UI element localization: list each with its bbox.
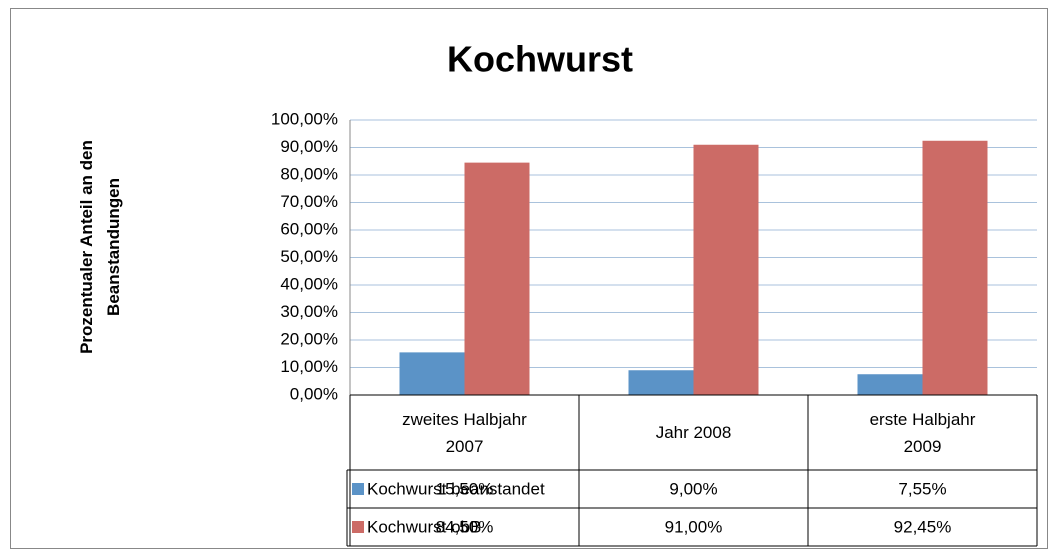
y-tick-label: 20,00% <box>280 329 338 348</box>
y-tick-label: 40,00% <box>280 274 338 293</box>
data-label: 15,50% <box>436 479 494 498</box>
x-tick-label: Jahr 2008 <box>579 395 808 470</box>
x-tick-label-text: Jahr 2008 <box>655 423 732 442</box>
bar <box>857 374 923 395</box>
chart-border <box>10 8 1048 549</box>
chart-title: Kochwurst <box>447 39 633 80</box>
data-label: 84,50% <box>436 517 494 536</box>
legend-label: Kochwurst beanstandet <box>367 479 545 498</box>
y-tick-label: 50,00% <box>280 247 338 266</box>
y-tick-label: 10,00% <box>280 357 338 376</box>
y-tick-label: 90,00% <box>280 137 338 156</box>
bar <box>464 162 530 395</box>
bar <box>922 140 988 395</box>
x-tick-label: zweites Halbjahr 2007 <box>350 395 579 470</box>
y-tick-label: 0,00% <box>290 384 338 403</box>
legend-label: Kochwurst obB <box>367 517 481 536</box>
data-label: 91,00% <box>665 517 723 536</box>
data-label: 92,45% <box>894 517 952 536</box>
y-tick-label: 80,00% <box>280 164 338 183</box>
y-axis-label: Prozentualer Anteil an den Beanstandunge… <box>77 140 123 354</box>
legend-swatch <box>352 521 364 533</box>
legend-swatch <box>352 483 364 495</box>
data-label: 9,00% <box>669 479 717 498</box>
bar <box>399 352 465 395</box>
y-tick-label: 70,00% <box>280 192 338 211</box>
y-tick-label: 100,00% <box>271 109 338 128</box>
data-label: 7,55% <box>898 479 946 498</box>
y-tick-label: 30,00% <box>280 302 338 321</box>
y-tick-label: 60,00% <box>280 219 338 238</box>
bar <box>693 144 759 395</box>
x-tick-label-text: zweites Halbjahr 2007 <box>402 409 527 456</box>
bar <box>628 370 694 395</box>
x-tick-label: erste Halbjahr 2009 <box>808 395 1037 470</box>
x-tick-label-text: erste Halbjahr 2009 <box>869 409 976 456</box>
